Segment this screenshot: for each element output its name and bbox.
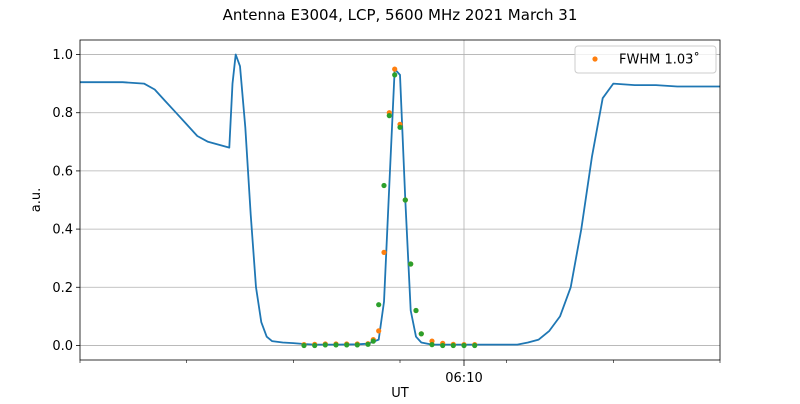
- scatter-point-2: [344, 342, 350, 348]
- scatter-point-2: [461, 342, 467, 349]
- scatter-point-2: [354, 342, 360, 348]
- y-axis-label: a.u.: [29, 188, 44, 212]
- scatter-point-2: [440, 342, 446, 349]
- scatter-point-1: [376, 328, 382, 334]
- scatter-point-2: [322, 342, 328, 348]
- plot-frame: [79, 39, 721, 361]
- scatter-point-2: [386, 113, 392, 119]
- series-line-0: [80, 53, 720, 346]
- scatter-point-2: [370, 338, 376, 344]
- scatter-point-2: [381, 182, 387, 189]
- scatter-point-2: [450, 342, 456, 349]
- scatter-point-1: [392, 66, 398, 72]
- y-tick-label: 0.2: [52, 281, 73, 296]
- scatter-point-2: [376, 302, 382, 308]
- scatter-point-2: [429, 342, 435, 348]
- scatter-point-1: [381, 249, 387, 255]
- x-axis-label: UT: [391, 386, 409, 400]
- scatter-point-2: [472, 342, 478, 349]
- y-tick-label: 0.0: [52, 339, 73, 354]
- grid-layer: [80, 40, 720, 360]
- scatter-point-2: [333, 342, 339, 348]
- chart-title: Antenna E3004, LCP, 5600 MHz 2021 March …: [223, 6, 578, 24]
- scatter-point-2: [408, 261, 414, 267]
- scatter-point-2: [402, 197, 408, 203]
- legend-marker: [592, 56, 598, 62]
- x-tick-label: 06:10: [445, 371, 482, 386]
- series-layer: [80, 53, 720, 349]
- scatter-point-2: [301, 342, 307, 349]
- y-tick-label: 0.8: [52, 106, 73, 121]
- scatter-point-2: [413, 307, 419, 314]
- scatter-point-2: [392, 72, 398, 78]
- legend-label: FWHM 1.03˚: [619, 52, 700, 68]
- scatter-point-2: [365, 341, 371, 347]
- legend-box: [574, 45, 717, 74]
- legend: FWHM 1.03˚: [574, 45, 717, 74]
- y-tick-label: 0.4: [52, 223, 73, 238]
- axes-layer: 0.0 0.2 0.4 0.6 0.8 1.0 06:10: [52, 39, 721, 386]
- scatter-point-2: [312, 342, 318, 349]
- scatter-point-2: [397, 124, 403, 130]
- y-tick-label: 1.0: [52, 48, 73, 63]
- y-tick-label: 0.6: [52, 164, 73, 179]
- scatter-point-2: [418, 331, 424, 337]
